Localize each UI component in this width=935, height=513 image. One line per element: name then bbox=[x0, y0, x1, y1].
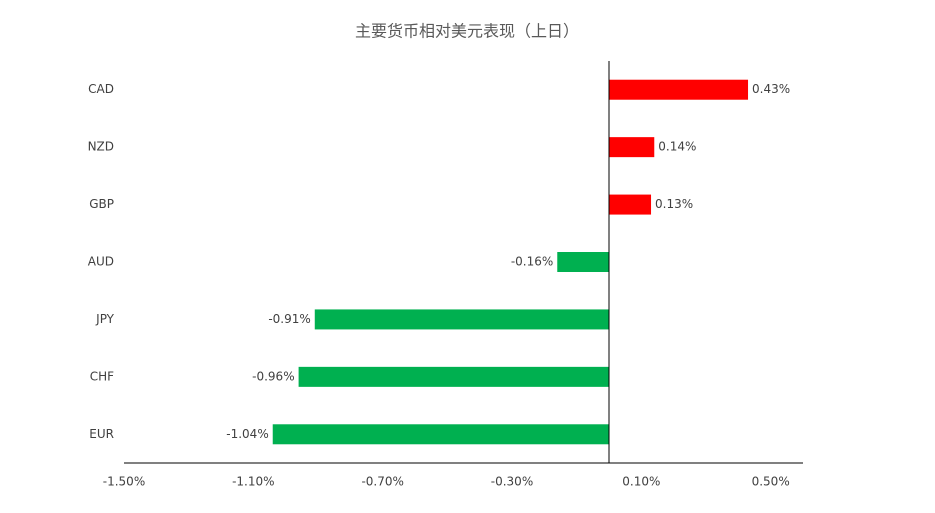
y-tick-label: GBP bbox=[89, 197, 114, 211]
y-tick-label: AUD bbox=[88, 255, 114, 269]
x-tick-label: -1.10% bbox=[232, 475, 274, 489]
y-tick-label: CAD bbox=[88, 82, 114, 96]
x-tick-label: -1.50% bbox=[103, 475, 145, 489]
bar bbox=[272, 424, 609, 445]
bar bbox=[609, 137, 655, 158]
bar bbox=[557, 252, 609, 272]
value-label: -1.04% bbox=[226, 427, 268, 441]
x-tick-label: -0.30% bbox=[491, 475, 533, 489]
y-tick-label: EUR bbox=[89, 427, 114, 441]
bar bbox=[298, 366, 609, 387]
x-tick-label: 0.10% bbox=[622, 475, 660, 489]
y-tick-label: JPY bbox=[95, 312, 115, 326]
value-label: 0.14% bbox=[658, 140, 696, 154]
value-label: -0.91% bbox=[268, 312, 310, 326]
value-label: 0.43% bbox=[752, 82, 790, 96]
bar bbox=[609, 79, 749, 100]
y-tick-label: NZD bbox=[88, 140, 114, 154]
bar bbox=[314, 309, 609, 330]
value-label: 0.13% bbox=[655, 197, 693, 211]
x-tick-label: -0.70% bbox=[361, 475, 403, 489]
value-label: -0.16% bbox=[511, 255, 553, 269]
bar bbox=[609, 194, 652, 215]
y-tick-label: CHF bbox=[90, 369, 114, 383]
chart-title: 主要货币相对美元表现（上日） bbox=[355, 22, 579, 41]
value-label: -0.96% bbox=[252, 369, 294, 383]
x-tick-label: 0.50% bbox=[752, 475, 790, 489]
